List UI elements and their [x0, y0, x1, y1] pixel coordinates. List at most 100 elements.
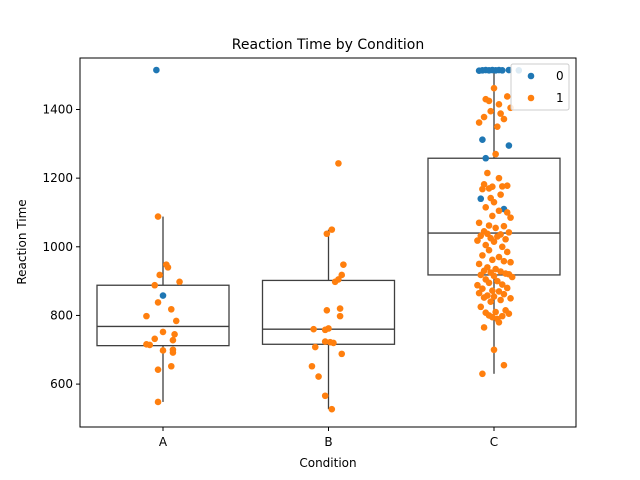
data-point [485, 97, 493, 105]
data-point [330, 339, 337, 347]
data-point [321, 338, 329, 345]
data-point [489, 313, 496, 321]
data-point [308, 362, 316, 370]
data-point [498, 312, 506, 320]
legend-box [510, 63, 570, 111]
data-point [495, 319, 503, 326]
data-point [475, 219, 483, 227]
data-point [336, 312, 344, 320]
data-point [490, 272, 498, 280]
data-point [490, 198, 498, 206]
data-point [503, 248, 511, 256]
series-1 [143, 84, 516, 413]
data-point [507, 294, 514, 302]
data-point [505, 229, 513, 236]
data-point [497, 191, 504, 198]
data-point [477, 232, 485, 240]
x-tick-label: A [159, 435, 168, 449]
legend-label: 1 [556, 91, 564, 105]
data-point [490, 293, 498, 300]
data-point [489, 287, 496, 295]
data-point [154, 366, 162, 373]
data-point [159, 292, 167, 299]
y-tick-label: 1000 [42, 240, 73, 254]
data-point [336, 305, 344, 312]
data-point [490, 84, 498, 92]
data-point [146, 341, 154, 349]
data-point [479, 185, 486, 193]
data-point [500, 115, 508, 123]
data-point [495, 174, 503, 182]
data-point [477, 271, 485, 279]
data-point [323, 230, 331, 238]
data-point [490, 346, 498, 354]
data-point [489, 212, 496, 220]
data-point [151, 281, 159, 289]
x-axis: A B C [159, 427, 498, 449]
data-point [498, 281, 506, 288]
data-point [310, 325, 317, 333]
data-point [328, 226, 336, 233]
data-point [497, 110, 504, 117]
data-point [172, 317, 180, 325]
data-point [494, 233, 501, 240]
data-point [505, 142, 513, 149]
data-point [479, 136, 486, 143]
data-point [485, 185, 493, 192]
data-point [315, 373, 322, 380]
points-layer [143, 66, 523, 413]
data-point [485, 246, 493, 254]
y-axis: 600 800 1000 1200 1400 [42, 102, 80, 391]
data-point [482, 204, 490, 211]
y-tick-label: 1200 [42, 171, 73, 185]
data-point [167, 305, 175, 313]
data-point [323, 306, 331, 314]
data-point [479, 370, 486, 378]
data-point [485, 279, 493, 287]
data-point [492, 224, 499, 232]
data-point [164, 264, 172, 271]
data-point [500, 222, 508, 230]
data-point [479, 252, 486, 259]
y-axis-label: Reaction Time [15, 199, 29, 284]
data-point [505, 310, 513, 318]
data-point [503, 209, 511, 216]
data-point [154, 213, 162, 220]
data-point [500, 361, 508, 369]
data-point [503, 284, 511, 292]
data-point [487, 298, 494, 306]
data-point [494, 123, 501, 130]
data-point [475, 289, 483, 297]
data-point [169, 349, 177, 356]
data-point [143, 312, 150, 320]
y-tick-label: 600 [50, 377, 73, 391]
data-point [507, 258, 514, 266]
data-point [328, 405, 336, 413]
data-point [498, 243, 506, 251]
data-point [340, 261, 347, 268]
data-point [508, 273, 516, 281]
data-point [474, 237, 481, 244]
y-tick-label: 1400 [42, 102, 73, 116]
data-point [494, 277, 501, 285]
data-point [338, 350, 346, 358]
data-point [482, 241, 490, 249]
legend-marker [527, 94, 535, 102]
data-point [498, 183, 506, 190]
data-point [153, 66, 160, 74]
data-point [500, 257, 508, 265]
data-point [167, 362, 175, 370]
data-point [474, 281, 481, 289]
data-point [495, 101, 503, 108]
data-point [495, 253, 503, 261]
data-point [477, 195, 485, 203]
data-point [335, 160, 342, 167]
data-point [500, 290, 508, 298]
y-tick-label: 800 [50, 308, 73, 322]
data-point [480, 324, 488, 331]
data-point [325, 325, 332, 332]
box-a [96, 216, 230, 402]
box-body [96, 284, 230, 347]
legend-label: 0 [556, 69, 564, 83]
